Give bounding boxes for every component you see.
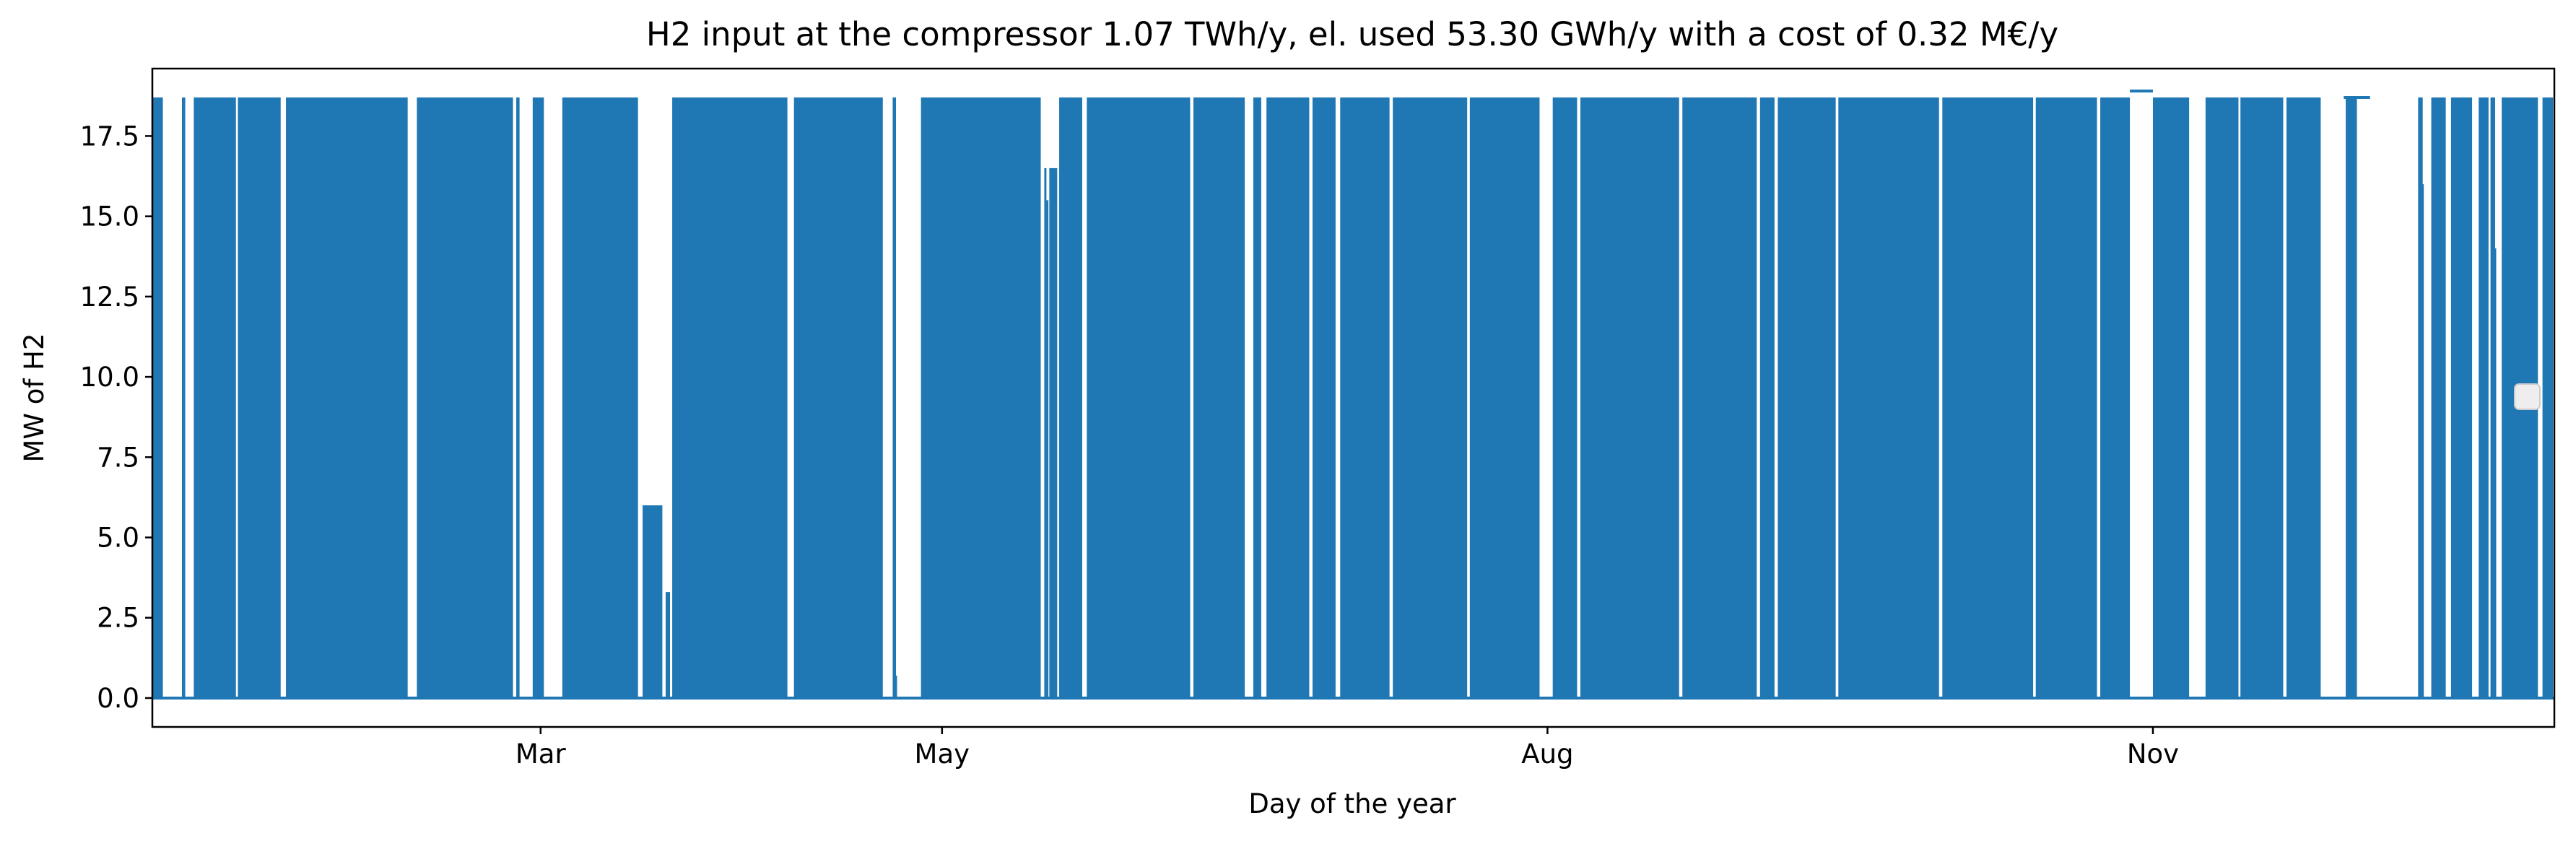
series-block-21 [1312,97,1336,698]
x-axis-label: Day of the year [1248,788,1456,819]
x-tick-label: Nov [2127,738,2179,770]
series-block-36 [2240,97,2284,698]
series-block-40 [2431,97,2446,698]
plot-area [152,90,2554,700]
series-block-4 [286,97,408,698]
y-axis-ticks: 0.0 2.5 5.0 7.5 10.0 12.5 15.0 17.5 [80,121,152,714]
series-block-28 [1759,97,1775,698]
series-block-26 [1580,97,1679,698]
series-block-5 [417,97,513,698]
series-block-6 [516,97,520,698]
series-block-15 [1049,167,1058,698]
series-block-42 [2479,97,2489,698]
series-block-30 [1838,97,1939,698]
series-block-25 [1552,97,1578,698]
y-tick-label: 12.5 [80,282,139,313]
series-block-33 [2100,97,2131,698]
series-block-34 [2152,97,2190,698]
series-block-16 [1059,97,1082,698]
series-block-29 [1777,97,1836,698]
x-axis-ticks: Mar May Aug Nov [515,727,2179,770]
chart-title: H2 input at the compressor 1.07 TWh/y, e… [646,15,2058,53]
y-tick-label: 10.0 [80,362,139,393]
series-block-27 [1682,97,1757,698]
series-block-39 [2418,97,2423,698]
series-block-10 [665,592,669,698]
y-tick-label: 5.0 [97,523,139,554]
series-block-17 [1087,97,1191,698]
series-block-14 [921,97,1041,698]
y-tick-label: 2.5 [97,603,139,634]
series-block-43 [2490,97,2495,698]
series-block-8 [562,97,638,698]
series-block-38 [2346,97,2357,698]
y-tick-label: 15.0 [80,201,139,232]
x-tick-label: Aug [1521,738,1573,770]
y-tick-label: 7.5 [97,442,139,473]
series-block-20 [1266,97,1310,698]
series-block-37 [2286,97,2321,698]
series-block-12 [793,97,883,698]
x-tick-label: May [915,738,970,770]
axes-frame [151,67,2556,728]
legend-box [2514,383,2541,410]
y-tick-label: 17.5 [80,121,139,152]
x-tick-label: Mar [515,738,567,770]
series-block-41 [2450,97,2473,698]
series-block-1 [182,97,186,698]
y-tick-label: 0.0 [97,683,139,714]
series-block-31 [1942,97,2034,698]
series-block-23 [1393,97,1468,698]
series-block-11 [672,97,788,698]
series-block-22 [1340,97,1390,698]
series-block-32 [2035,97,2097,698]
y-axis-label: MW of H2 [19,333,50,462]
series-block-35 [2205,97,2239,698]
series-block-2 [193,97,236,698]
series-block-3 [238,97,281,698]
series-block-18 [1193,97,1245,698]
series-block-7 [532,97,544,698]
series-block-0 [152,97,163,698]
series-block-13 [892,97,897,698]
series-block-24 [1469,97,1540,698]
series-block-19 [1253,97,1261,698]
